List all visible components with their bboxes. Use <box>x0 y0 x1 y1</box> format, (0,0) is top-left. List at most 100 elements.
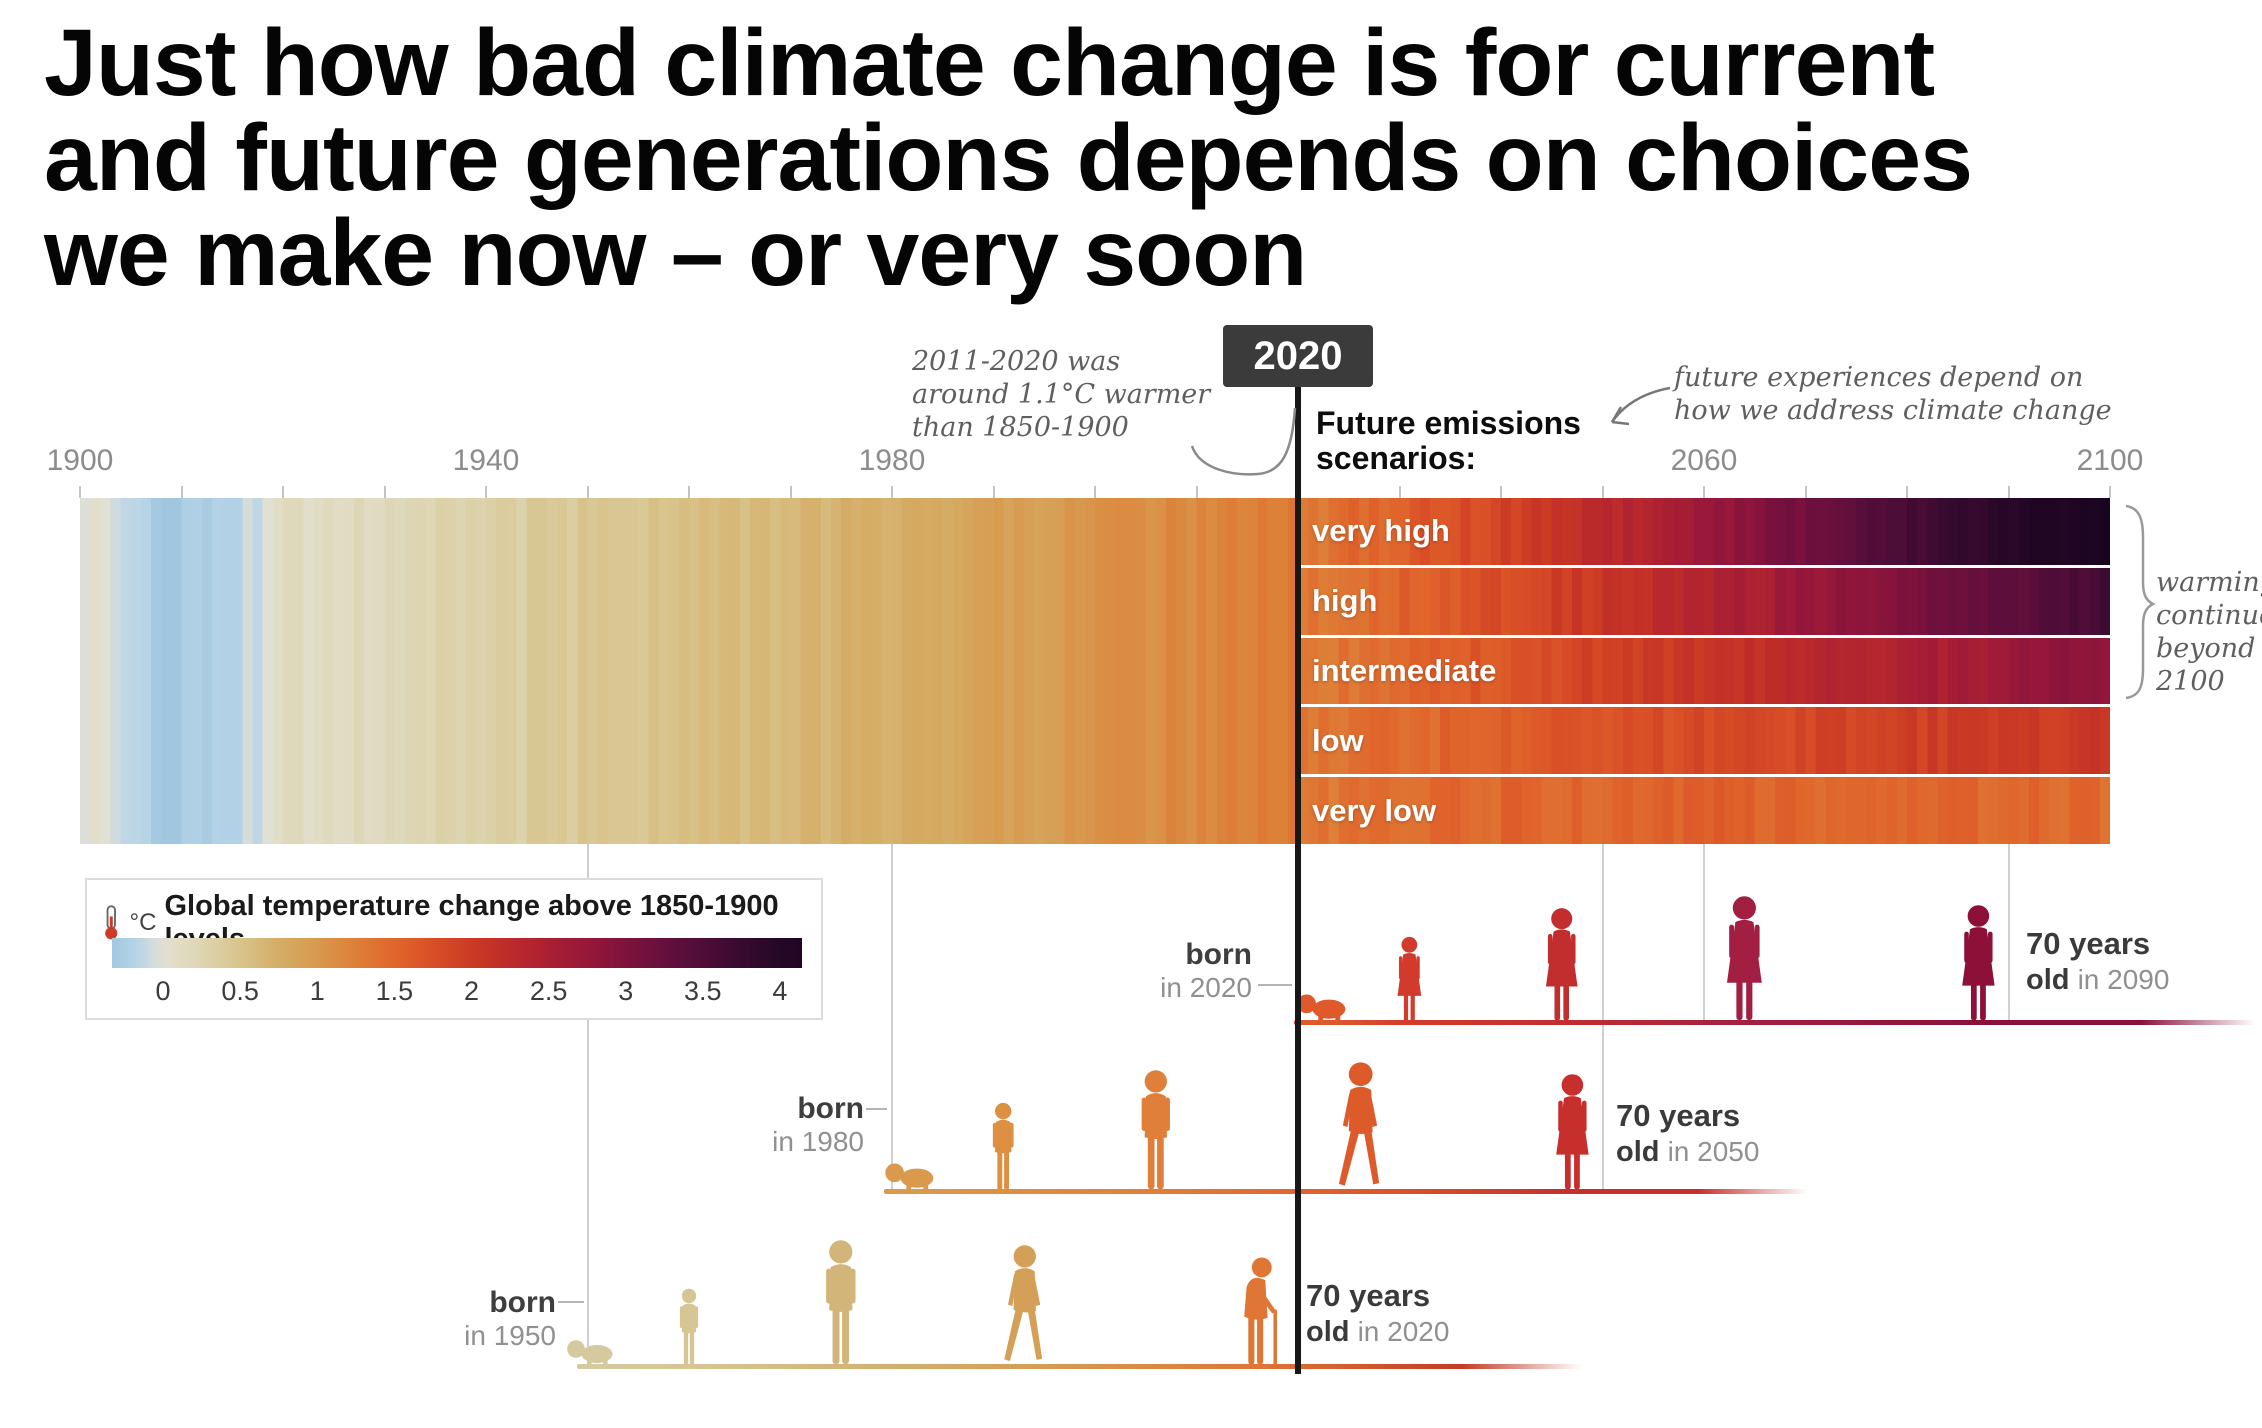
born-label-year: in 1950 <box>464 1320 556 1351</box>
person-figure-baby-2023 <box>1296 990 1353 1024</box>
born-label-year: in 1980 <box>772 1126 864 1157</box>
axis-decade-tick <box>383 486 386 498</box>
person-figure-walk-1993 <box>995 1244 1052 1368</box>
person-figure-child-1960 <box>673 1288 705 1368</box>
person-figure-dress-2064 <box>1716 895 1773 1024</box>
born-label-year: in 2020 <box>1160 972 1252 1003</box>
scenario-label: intermediate <box>1312 652 1497 688</box>
axis-decade-tick <box>2007 486 2010 498</box>
person-figure-baby-1951 <box>566 1336 620 1368</box>
age-label-old-in-year: old in 2090 <box>2026 962 2262 998</box>
axis-year-label: 1980 <box>858 444 926 477</box>
axis-decade-tick <box>1195 486 1198 498</box>
born-label: born in 1980 <box>604 1092 864 1159</box>
age-label-old: old <box>1616 1135 1660 1168</box>
person-figure-elder-2016 <box>1229 1251 1285 1368</box>
legend-tick: 0 <box>155 976 171 1006</box>
born-label-word: born <box>1185 938 1252 971</box>
legend-tick: 1.5 <box>375 976 414 1006</box>
historical-warming-stripes <box>80 498 1298 844</box>
scenario-bands: very high high intermediate low very low <box>1298 498 2110 844</box>
axis-decade-tick <box>282 486 284 498</box>
axis-decade-tick <box>1804 486 1807 498</box>
generation-baseline <box>577 1364 1582 1369</box>
axis-year-label: 1900 <box>46 444 114 477</box>
axis-decade-tick <box>789 486 792 498</box>
guide-line-2050 <box>1601 844 1604 1193</box>
born-label-word: born <box>489 1286 556 1319</box>
axis-decade-tick <box>586 486 589 498</box>
age-label-years: 70 years <box>1306 1278 1431 1313</box>
axis-decade-tick <box>1500 486 1502 498</box>
guide-line-2090 <box>2007 844 2010 1024</box>
age-label-in-year: in 2020 <box>1357 1315 1450 1347</box>
age-label: 70 years old in 2020 <box>1306 1278 1626 1350</box>
axis-decade-tick <box>688 486 690 498</box>
person-figure-dress-2087 <box>1952 904 2005 1024</box>
axis-decade-tick <box>1601 486 1604 498</box>
scenario-label: very low <box>1312 792 1437 828</box>
scenario-band-very-high: very high <box>1298 498 2110 568</box>
scenario-label: low <box>1312 722 1364 758</box>
born-label-connector <box>866 1108 887 1110</box>
scenario-band-intermediate: intermediate <box>1298 637 2110 708</box>
born-label-connector <box>1258 984 1292 986</box>
born-label: born in 2020 <box>992 938 1252 1005</box>
legend-tick: 3.5 <box>684 976 722 1006</box>
year-2020-marker: 2020 <box>1223 325 1373 387</box>
age-label-years: 70 years <box>2026 926 2151 961</box>
guide-line-1980 <box>891 844 893 1193</box>
thermometer-icon <box>105 905 118 940</box>
legend-tick: 2 <box>463 976 479 1006</box>
person-figure-dress-2046 <box>1536 907 1587 1024</box>
headline: Just how bad climate change is for curre… <box>44 10 1973 306</box>
scenario-band-low: low <box>1298 707 2110 778</box>
person-figure-dress-2031 <box>1390 936 1429 1024</box>
generation-baseline <box>884 1189 1808 1194</box>
generation-baseline <box>1294 1020 2256 1025</box>
person-figure-baby-1982 <box>884 1159 941 1193</box>
born-label-word: born <box>797 1092 864 1125</box>
scenario-label: high <box>1312 583 1378 619</box>
axis-year-label: 1940 <box>452 444 520 477</box>
scenario-band-high: high <box>1298 567 2110 638</box>
legend-tick: 1 <box>309 976 325 1006</box>
guide-line-2060 <box>1703 844 1705 1024</box>
beyond-2100-brace <box>2125 504 2156 700</box>
age-label-old: old <box>1306 1315 1350 1348</box>
age-label: 70 years old in 2050 <box>1616 1098 1936 1170</box>
axis-decade-tick <box>79 486 81 498</box>
axis-decade-tick <box>891 486 893 498</box>
age-label-in-year: in 2090 <box>2077 963 2170 995</box>
legend-tick: 0.5 <box>221 976 259 1006</box>
person-figure-walk-2026 <box>1329 1061 1390 1193</box>
person-figure-dress-2047 <box>1546 1073 1599 1193</box>
scenario-label: very high <box>1312 513 1450 549</box>
axis-decade-tick <box>1906 486 1908 498</box>
born-label-connector <box>558 1301 584 1303</box>
age-label-old: old <box>2026 963 2070 996</box>
axis-decade-tick <box>1398 486 1401 498</box>
note-warming-continues-beyond-2100: warming continues beyond 2100 <box>2156 567 2262 697</box>
note-future-experiences: future experiences depend on how we addr… <box>1674 362 2112 426</box>
year-2020-line <box>1295 386 1301 1374</box>
axis-decade-tick <box>1703 486 1705 498</box>
person-figure-stand-1975 <box>815 1239 867 1368</box>
legend-tick: 3 <box>618 976 634 1006</box>
guide-line-1950 <box>586 844 589 1368</box>
born-label: born in 1950 <box>296 1286 556 1353</box>
scenario-band-very-low: very low <box>1298 777 2110 844</box>
axis-decade-tick <box>1094 486 1096 498</box>
legend-tick: 2.5 <box>529 976 568 1006</box>
legend-tick: 4 <box>772 976 788 1006</box>
axis-decade-tick <box>485 486 487 498</box>
legend-unit: °C <box>129 909 157 936</box>
axis-year-label: 2060 <box>1670 444 1738 477</box>
age-label-old-in-year: old in 2050 <box>1616 1134 1936 1170</box>
age-label-years: 70 years <box>1616 1098 1741 1133</box>
person-figure-child-1991 <box>985 1102 1021 1193</box>
future-emissions-scenarios-heading: Future emissions scenarios: <box>1316 405 1581 476</box>
legend-color-scale <box>112 938 802 968</box>
axis-decade-tick <box>2109 486 2111 498</box>
